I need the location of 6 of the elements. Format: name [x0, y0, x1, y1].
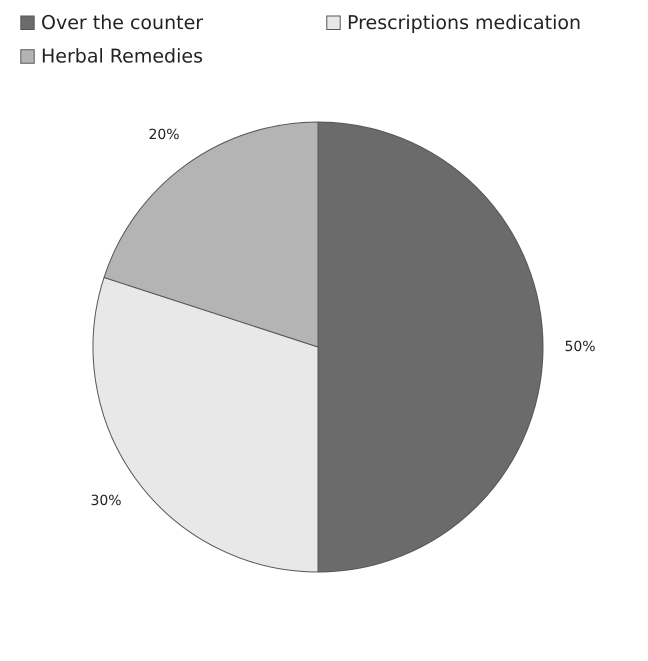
- data-label: 30%: [90, 493, 122, 509]
- legend-label: Herbal Remedies: [41, 46, 203, 68]
- legend-label: Prescriptions medication: [347, 12, 582, 34]
- legend-label: Over the counter: [41, 12, 204, 34]
- data-label: 50%: [564, 339, 596, 355]
- data-label: 20%: [148, 127, 180, 144]
